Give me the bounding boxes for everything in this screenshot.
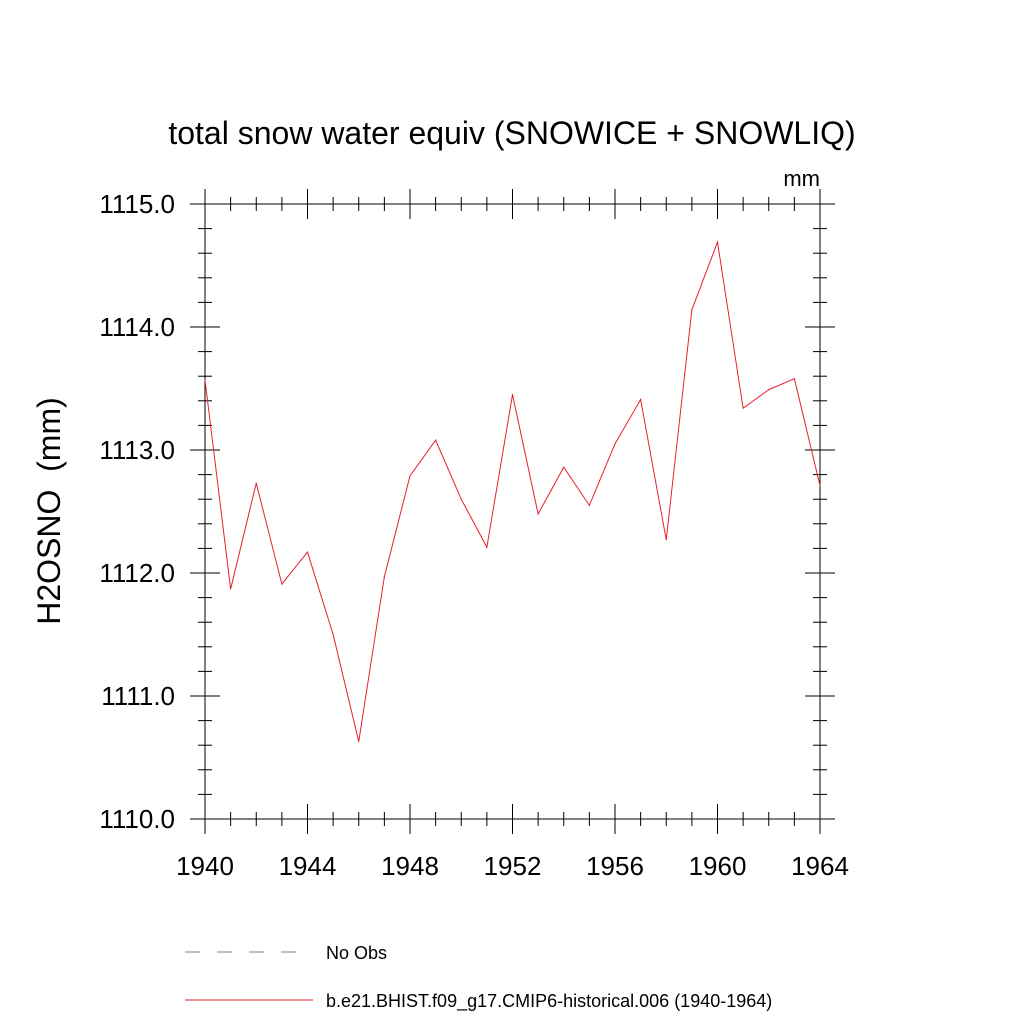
x-axis: 1940 1944 1948 1952 1956 1960 1964 (176, 189, 849, 881)
legend-label: b.e21.BHIST.f09_g17.CMIP6-historical.006… (326, 991, 772, 1012)
data-point (358, 740, 360, 743)
data-point (332, 633, 334, 636)
data-point (435, 439, 437, 441)
data-point (486, 546, 488, 548)
y-tick-label: 1115.0 (99, 189, 175, 219)
x-tick-label: 1956 (586, 851, 644, 881)
data-point (665, 539, 667, 541)
y-axis: 1110.0 1111.0 1112.0 1113.0 1114.0 1115.0 (99, 189, 835, 834)
units-label: mm (783, 166, 820, 191)
x-tick-label: 1948 (381, 851, 439, 881)
data-point (204, 379, 206, 381)
data-point (742, 407, 744, 409)
data-point (691, 309, 693, 311)
data-point (640, 398, 642, 401)
y-axis-label: H2OSNO (mm) (31, 397, 67, 625)
x-tick-label: 1960 (689, 851, 747, 881)
y-tick-label: 1114.0 (99, 312, 175, 342)
plot-area (204, 203, 821, 820)
y-tick-label: 1111.0 (101, 681, 175, 711)
data-point (460, 498, 462, 500)
data-point (281, 583, 283, 585)
plot-frame (204, 203, 821, 820)
data-point (716, 241, 719, 243)
data-point (614, 443, 616, 445)
data-point (255, 482, 257, 484)
legend-label: No Obs (326, 943, 387, 963)
data-point (409, 475, 411, 477)
x-tick-label: 1940 (176, 851, 234, 881)
data-point (306, 551, 309, 553)
data-point (537, 513, 539, 515)
data-point (588, 504, 590, 506)
x-tick-label: 1944 (279, 851, 337, 881)
data-point (563, 466, 565, 468)
x-tick-label: 1952 (484, 851, 542, 881)
y-tick-label: 1113.0 (99, 435, 175, 465)
chart-title: total snow water equiv (SNOWICE + SNOWLI… (168, 115, 855, 151)
y-tick-label: 1110.0 (99, 804, 175, 834)
series-line-1 (204, 240, 821, 742)
data-point (819, 485, 821, 487)
data-point (511, 394, 514, 396)
data-point (793, 378, 795, 380)
data-point (383, 576, 385, 578)
data-point (768, 389, 770, 391)
data-point (230, 588, 232, 590)
x-tick-label: 1964 (791, 851, 849, 881)
series-layer (204, 240, 821, 743)
legend: No Obs b.e21.BHIST.f09_g17.CMIP6-historic… (185, 943, 772, 1012)
y-tick-label: 1112.0 (99, 558, 175, 588)
